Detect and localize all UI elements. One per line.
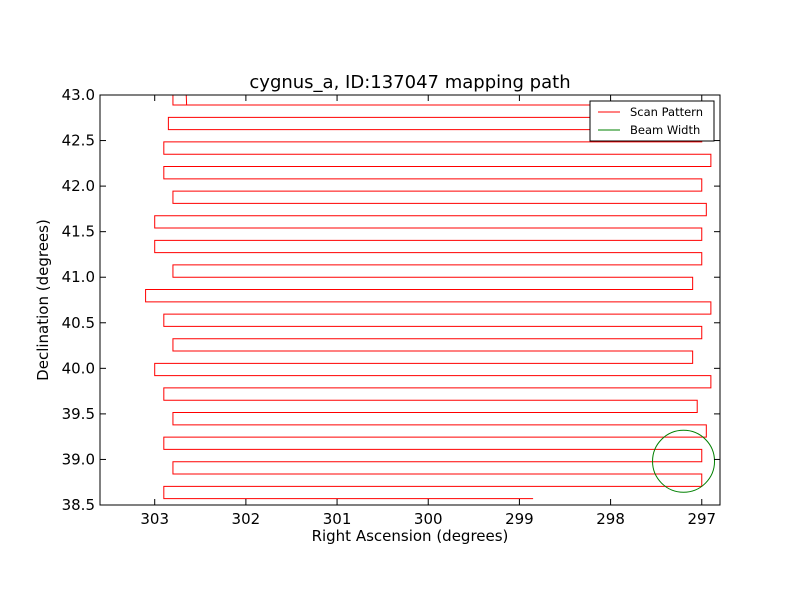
beam-width-circle: [652, 429, 716, 493]
y-tick-label: 41.5: [62, 223, 95, 241]
y-tick-label: 39.0: [62, 450, 95, 468]
y-axis-label: Declination (degrees): [34, 219, 52, 381]
chart-title: cygnus_a, ID:137047 mapping path: [249, 72, 570, 93]
x-tick-label: 300: [414, 510, 443, 528]
y-tick-label: 40.0: [62, 359, 95, 377]
y-axis-ticks: 38.5 39.0 39.5 40.0 40.5 41.0 41.5 42.0 42.5 43.0: [62, 86, 720, 514]
x-axis-label: Right Ascension (degrees): [312, 527, 509, 545]
x-tick-label: 298: [596, 510, 625, 528]
x-tick-label: 302: [232, 510, 261, 528]
x-tick-label: 303: [140, 510, 169, 528]
y-tick-label: 41.0: [62, 268, 95, 286]
legend: Scan Pattern Beam Width: [589, 100, 715, 142]
y-tick-label: 40.5: [62, 314, 95, 332]
x-tick-label: 299: [505, 510, 534, 528]
y-tick-label: 39.5: [62, 405, 95, 423]
scan-pattern-line: [145, 95, 712, 500]
scan-pattern-layer: [145, 95, 712, 500]
y-tick-label: 43.0: [62, 86, 95, 104]
legend-box: [589, 100, 715, 142]
legend-label-beam-width: Beam Width: [630, 123, 700, 137]
legend-label-scan-pattern: Scan Pattern: [630, 105, 703, 119]
plot-frame: [99, 94, 721, 506]
plot-area: 303 302 301 300 299 298 297 38.5 39.0 39.5 40.0 40…: [62, 86, 721, 528]
x-axis-ticks: 303 302 301 300 299 298 297: [140, 95, 716, 528]
x-tick-label: 301: [323, 510, 352, 528]
y-tick-label: 42.0: [62, 177, 95, 195]
y-tick-label: 38.5: [62, 496, 95, 514]
x-tick-label: 297: [687, 510, 716, 528]
beam-width-layer: [652, 429, 716, 493]
y-tick-label: 42.5: [62, 132, 95, 150]
